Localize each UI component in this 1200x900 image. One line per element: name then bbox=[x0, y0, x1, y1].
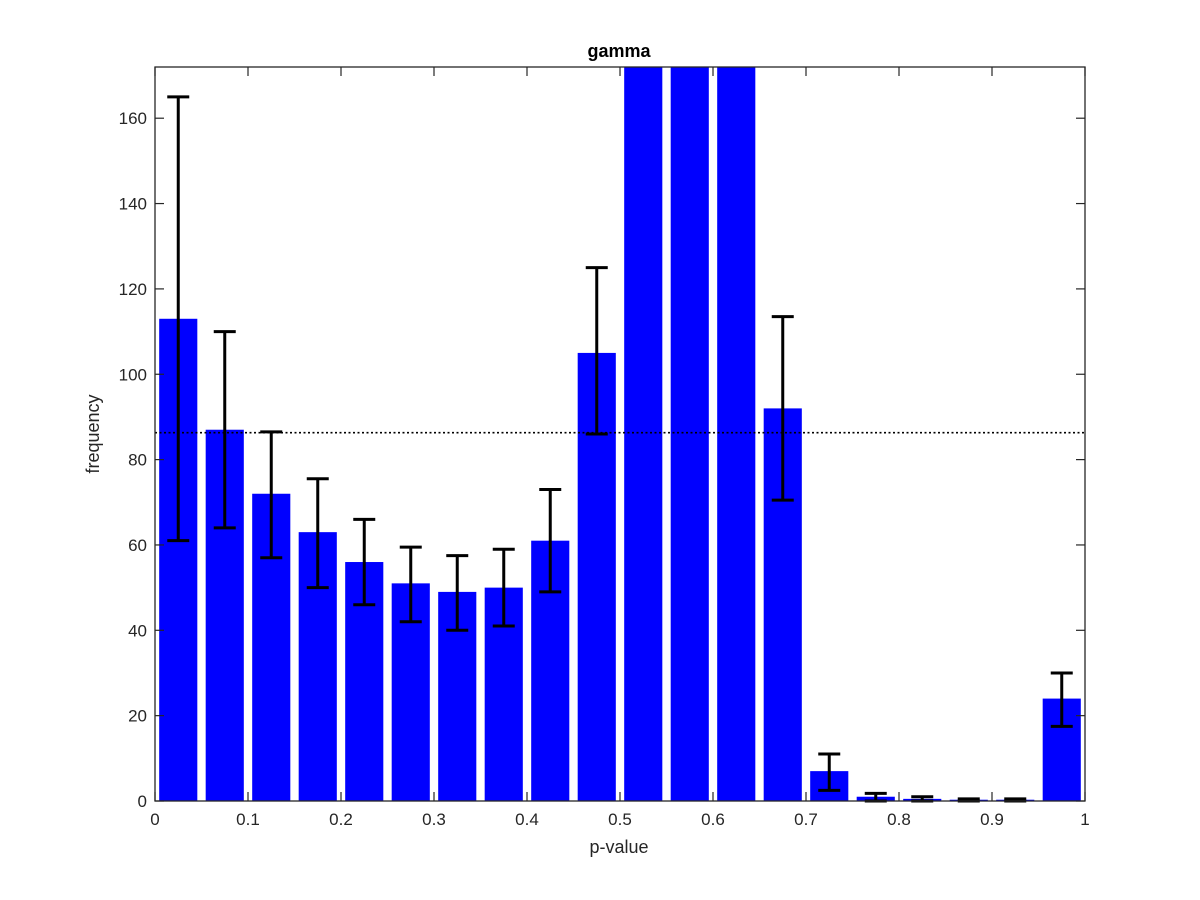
x-tick-label: 0.8 bbox=[887, 810, 911, 829]
error-bar bbox=[539, 487, 562, 594]
error-bar bbox=[492, 547, 515, 628]
y-tick-label: 60 bbox=[128, 536, 147, 555]
x-tick-label: 0 bbox=[150, 810, 159, 829]
error-bar bbox=[446, 554, 469, 632]
y-tick-label: 160 bbox=[119, 109, 147, 128]
error-bar bbox=[771, 315, 794, 502]
y-tick-label: 100 bbox=[119, 365, 147, 384]
error-bar bbox=[260, 430, 283, 560]
y-axis-label: frequency bbox=[83, 394, 103, 473]
x-tick-label: 0.3 bbox=[422, 810, 446, 829]
x-tick-label: 0.9 bbox=[980, 810, 1004, 829]
x-tick-label: 1 bbox=[1080, 810, 1089, 829]
error-bar bbox=[213, 330, 236, 530]
x-tick-label: 0.5 bbox=[608, 810, 632, 829]
error-bar bbox=[1050, 671, 1073, 728]
x-tick-label: 0.4 bbox=[515, 810, 539, 829]
y-tick-label: 0 bbox=[138, 792, 147, 811]
x-tick-label: 0.7 bbox=[794, 810, 818, 829]
chart-title: gamma bbox=[587, 41, 651, 61]
y-tick-label: 40 bbox=[128, 621, 147, 640]
histogram-bar bbox=[717, 67, 756, 801]
y-tick-label: 20 bbox=[128, 707, 147, 726]
histogram-bar bbox=[624, 67, 663, 801]
x-tick-label: 0.6 bbox=[701, 810, 725, 829]
histogram-bar bbox=[670, 67, 709, 801]
error-bar bbox=[167, 95, 190, 543]
x-tick-label: 0.2 bbox=[329, 810, 353, 829]
x-tick-label: 0.1 bbox=[236, 810, 260, 829]
y-tick-label: 120 bbox=[119, 280, 147, 299]
x-axis-label: p-value bbox=[589, 837, 648, 857]
error-bar bbox=[399, 545, 422, 624]
error-bar bbox=[353, 517, 376, 607]
y-tick-label: 80 bbox=[128, 451, 147, 470]
error-bar bbox=[818, 752, 841, 792]
error-bar bbox=[306, 477, 329, 590]
bars-layer bbox=[159, 67, 1081, 801]
error-bar bbox=[585, 266, 608, 436]
y-tick-label: 140 bbox=[119, 195, 147, 214]
axes-layer: 0 0.1 0.2 0.3 0.4 0.5 0.6 0.7 0.8 0.9 1 0 20 40 60 80 10… bbox=[119, 66, 1090, 829]
